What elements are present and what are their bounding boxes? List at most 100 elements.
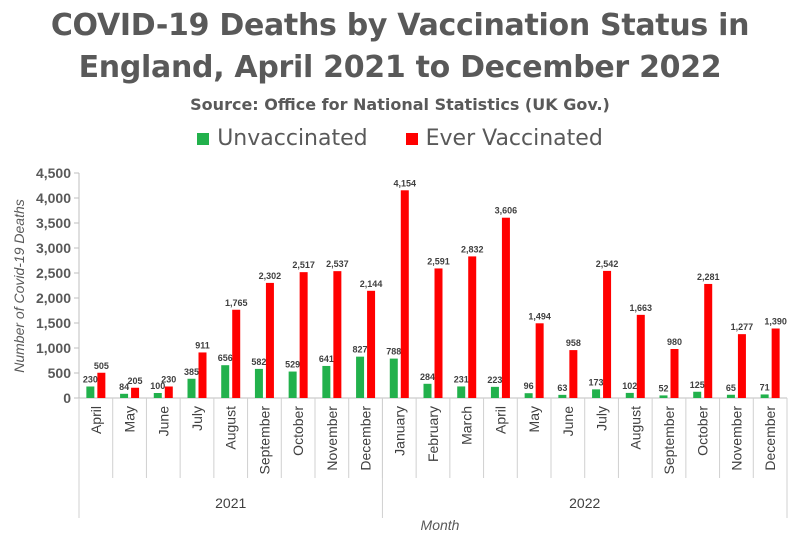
bar-unvaccinated xyxy=(389,358,398,398)
legend-label-unvaccinated: Unvaccinated xyxy=(217,126,368,151)
bar-ever-vaccinated xyxy=(535,323,544,398)
bar-ever-vaccinated xyxy=(164,386,173,398)
x-tick-label: October xyxy=(695,406,711,456)
bar-ever-vaccinated xyxy=(97,372,106,398)
data-label-ever-vaccinated: 1,390 xyxy=(764,317,787,327)
bar-ever-vaccinated xyxy=(737,334,746,398)
bar-unvaccinated xyxy=(457,386,466,398)
data-label-ever-vaccinated: 230 xyxy=(161,375,176,385)
bar-unvaccinated xyxy=(423,383,432,398)
x-tick-label: October xyxy=(290,406,306,456)
data-label-ever-vaccinated: 2,302 xyxy=(259,271,282,281)
chart-title-line-1: COVID-19 Deaths by Vaccination Status in xyxy=(50,8,750,43)
data-label-ever-vaccinated: 1,663 xyxy=(630,303,653,313)
x-tick-label: January xyxy=(391,406,407,456)
bar-ever-vaccinated xyxy=(603,270,612,398)
data-label-ever-vaccinated: 205 xyxy=(128,376,143,386)
bar-unvaccinated xyxy=(558,394,567,398)
data-label-unvaccinated: 582 xyxy=(251,357,266,367)
y-tick-label: 1,500 xyxy=(36,315,71,331)
y-tick-label: 2,500 xyxy=(36,265,71,281)
x-tick-label: September xyxy=(256,406,272,475)
bar-unvaccinated xyxy=(726,394,735,398)
bar-unvaccinated xyxy=(322,365,331,398)
data-label-ever-vaccinated: 2,517 xyxy=(292,260,315,270)
legend-item-ever-vaccinated: Ever Vaccinated xyxy=(405,126,603,151)
chart-title-line-2: England, April 2021 to December 2022 xyxy=(78,50,722,85)
legend-swatch-ever-vaccinated xyxy=(405,132,418,145)
bar-unvaccinated xyxy=(693,391,702,398)
data-label-unvaccinated: 641 xyxy=(319,354,334,364)
bar-ever-vaccinated xyxy=(501,217,510,398)
data-label-unvaccinated: 125 xyxy=(690,380,705,390)
y-axis-label: Number of Covid-19 Deaths xyxy=(11,199,27,373)
data-label-ever-vaccinated: 2,542 xyxy=(596,259,619,269)
data-label-unvaccinated: 63 xyxy=(557,383,567,393)
bar-unvaccinated xyxy=(760,394,769,398)
y-tick-label: 0 xyxy=(63,390,71,406)
data-label-unvaccinated: 223 xyxy=(487,375,502,385)
data-label-unvaccinated: 65 xyxy=(726,383,736,393)
chart-subtitle: Source: Office for National Statistics (… xyxy=(190,95,610,114)
bar-ever-vaccinated xyxy=(299,272,308,398)
bar-unvaccinated xyxy=(625,392,634,398)
data-label-unvaccinated: 84 xyxy=(119,382,129,392)
data-label-ever-vaccinated: 1,277 xyxy=(731,322,754,332)
x-tick-label: June xyxy=(560,406,576,437)
x-tick-label: August xyxy=(223,406,239,450)
x-tick-label: November xyxy=(728,406,744,471)
legend-item-unvaccinated: Unvaccinated xyxy=(197,126,368,151)
bar-ever-vaccinated xyxy=(232,309,241,398)
group-label: 2022 xyxy=(569,495,600,511)
data-label-ever-vaccinated: 958 xyxy=(566,338,581,348)
bar-unvaccinated xyxy=(659,395,668,398)
x-tick-label: April xyxy=(492,406,508,434)
y-tick-label: 3,000 xyxy=(36,240,71,256)
data-label-unvaccinated: 100 xyxy=(150,381,165,391)
bar-unvaccinated xyxy=(86,386,95,398)
data-label-ever-vaccinated: 2,281 xyxy=(697,272,720,282)
bar-ever-vaccinated xyxy=(704,283,713,398)
legend: Unvaccinated Ever Vaccinated xyxy=(0,126,800,151)
bar-ever-vaccinated xyxy=(569,350,578,398)
bar-unvaccinated xyxy=(221,365,230,398)
data-label-ever-vaccinated: 3,606 xyxy=(495,206,518,216)
bar-ever-vaccinated xyxy=(198,352,207,398)
x-tick-label: July xyxy=(594,406,610,431)
data-label-unvaccinated: 96 xyxy=(524,381,534,391)
y-tick-label: 2,000 xyxy=(36,290,71,306)
x-tick-label: December xyxy=(358,406,374,471)
y-tick-label: 4,000 xyxy=(36,190,71,206)
bar-ever-vaccinated xyxy=(468,256,477,398)
x-tick-label: September xyxy=(661,406,677,475)
bar-unvaccinated xyxy=(288,371,297,398)
x-tick-label: June xyxy=(155,406,171,437)
bar-unvaccinated xyxy=(524,393,533,398)
bar-ever-vaccinated xyxy=(265,282,274,398)
data-label-ever-vaccinated: 980 xyxy=(667,337,682,347)
x-tick-label: December xyxy=(762,406,778,471)
x-tick-label: March xyxy=(459,406,475,445)
x-tick-label: May xyxy=(526,406,542,432)
x-tick-label: February xyxy=(425,406,441,462)
y-tick-label: 3,500 xyxy=(36,215,71,231)
data-label-unvaccinated: 385 xyxy=(184,367,199,377)
data-label-unvaccinated: 656 xyxy=(218,353,233,363)
bar-ever-vaccinated xyxy=(333,271,342,398)
x-tick-label: July xyxy=(189,406,205,431)
bar-unvaccinated xyxy=(592,389,601,398)
bar-ever-vaccinated xyxy=(400,190,409,398)
data-label-unvaccinated: 71 xyxy=(760,382,770,392)
data-label-unvaccinated: 52 xyxy=(658,383,668,393)
data-label-unvaccinated: 788 xyxy=(386,347,401,357)
data-label-unvaccinated: 230 xyxy=(83,375,98,385)
group-label: 2021 xyxy=(215,495,246,511)
x-tick-label: April xyxy=(88,406,104,434)
bar-ever-vaccinated xyxy=(367,290,376,398)
data-label-unvaccinated: 231 xyxy=(454,374,469,384)
bar-ever-vaccinated xyxy=(670,349,679,398)
bar-ever-vaccinated xyxy=(131,387,140,398)
data-label-unvaccinated: 284 xyxy=(420,372,435,382)
data-label-unvaccinated: 173 xyxy=(589,377,604,387)
